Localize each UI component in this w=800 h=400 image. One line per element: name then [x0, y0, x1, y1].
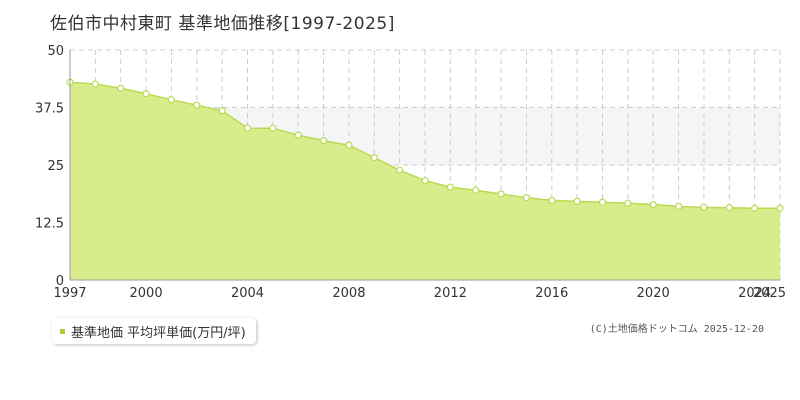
- data-point: [243, 124, 252, 132]
- data-point: [548, 196, 556, 205]
- data-point: [319, 137, 328, 145]
- data-point: [167, 96, 176, 104]
- data-point: [700, 203, 708, 211]
- y-tick-label: 37.5: [35, 102, 64, 117]
- data-point: [725, 204, 733, 212]
- data-point: [294, 131, 302, 139]
- legend-label: 基準地価 平均坪単価(万円/坪): [71, 325, 246, 341]
- x-tick-label: 2012: [434, 286, 467, 301]
- data-point: [497, 190, 505, 198]
- credit-text: (C)土地価格ドットコム 2025-12-20: [589, 324, 764, 335]
- x-tick-label: 2024: [738, 286, 771, 301]
- data-point: [142, 90, 150, 98]
- x-tick-label: 2016: [535, 286, 568, 301]
- x-tick-label: 2004: [231, 286, 264, 301]
- data-point: [269, 124, 277, 132]
- data-point: [674, 202, 683, 210]
- data-point: [117, 84, 125, 92]
- legend-swatch-icon: [60, 328, 65, 334]
- data-point: [345, 141, 353, 149]
- data-point: [472, 186, 480, 194]
- data-point: [649, 200, 657, 209]
- data-point: [91, 80, 99, 88]
- data-point: [370, 154, 378, 162]
- data-point: [573, 197, 581, 205]
- data-point: [522, 194, 531, 202]
- x-tick-label: 2025: [753, 286, 786, 301]
- data-point: [446, 183, 454, 191]
- data-point: [598, 198, 607, 206]
- data-point: [396, 166, 404, 174]
- y-tick-label: 12.5: [35, 217, 64, 232]
- x-tick-label: 2000: [130, 286, 163, 301]
- y-tick-label: 25: [47, 159, 64, 174]
- data-point: [751, 204, 759, 212]
- x-tick-label: 1997: [53, 286, 86, 301]
- x-tick-label: 2008: [332, 286, 365, 301]
- data-point: [421, 177, 429, 185]
- y-tick-label: 0: [56, 274, 64, 289]
- data-point: [776, 204, 784, 212]
- x-tick-label: 2020: [637, 286, 670, 301]
- legend: 基準地価 平均坪単価(万円/坪): [52, 318, 256, 344]
- y-tick-label: 50: [47, 44, 64, 59]
- chart-title: 佐伯市中村東町 基準地価推移[1997-2025]: [50, 14, 395, 34]
- data-point: [624, 199, 632, 207]
- data-point: [193, 101, 201, 109]
- data-point: [218, 107, 226, 115]
